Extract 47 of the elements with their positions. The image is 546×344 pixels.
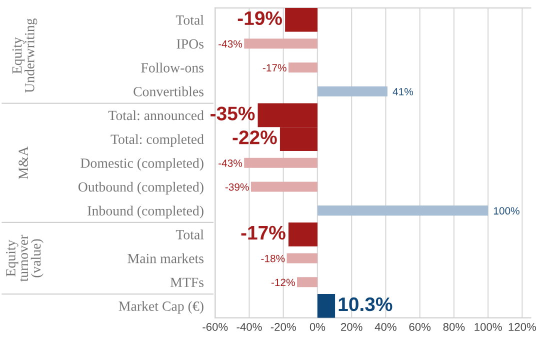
x-tick-label: -20% [270,323,296,331]
y-tick-label: Total: announced [108,110,204,120]
bar [244,38,318,49]
x-tick-label: -40% [236,323,262,331]
data-label: -12% [271,278,295,286]
data-label: -35% [210,106,255,120]
text: Equity turnover (value) [6,234,44,282]
y-tick-label: Follow-ons [141,62,204,72]
text: M&A [18,146,28,180]
y-tick-label: Total [176,230,204,240]
data-label: -17% [241,226,286,240]
bar [317,206,488,216]
x-tick-label: 120% [508,323,536,331]
data-label: 100% [494,207,520,215]
x-tick-label: 40% [374,323,396,331]
y-tick-label: Market Cap (€) [118,301,204,314]
data-label: -17% [262,64,286,72]
y-tick-label: Total [176,15,204,25]
data-label: -43% [218,159,242,167]
x-tick-label: 80% [443,323,465,331]
bar [286,253,318,264]
data-label: 10.3% [338,297,392,312]
y-tick-label: Convertibles [134,86,204,96]
data-label: -19% [238,11,282,26]
x-tick-label: 0% [310,323,326,331]
y-tick-label: Main markets [128,253,204,264]
y-tick-label: Inbound (completed) [88,206,204,218]
x-tick-label: 100% [474,323,502,331]
data-label: -43% [218,40,242,48]
bar [317,86,388,96]
text: Equity Underwriting [12,18,38,93]
bar [250,182,318,192]
x-tick-label: 20% [341,323,362,331]
y-tick-label: Total: completed [110,134,204,147]
bar [288,62,318,73]
x-tick-label: -60% [202,323,228,331]
bar [244,158,318,168]
y-tick-label: Outbound (completed) [78,182,204,195]
data-label: -22% [232,130,277,144]
y-tick-label: MTFs [170,278,204,288]
bar [297,277,318,288]
y-tick-label: Domestic (completed) [80,158,204,171]
data-label: -18% [261,254,285,262]
y-tick-label: IPOs [176,39,204,49]
data-label: -39% [225,183,249,191]
data-label: 41% [392,88,414,96]
x-tick-label: 60% [409,323,431,331]
